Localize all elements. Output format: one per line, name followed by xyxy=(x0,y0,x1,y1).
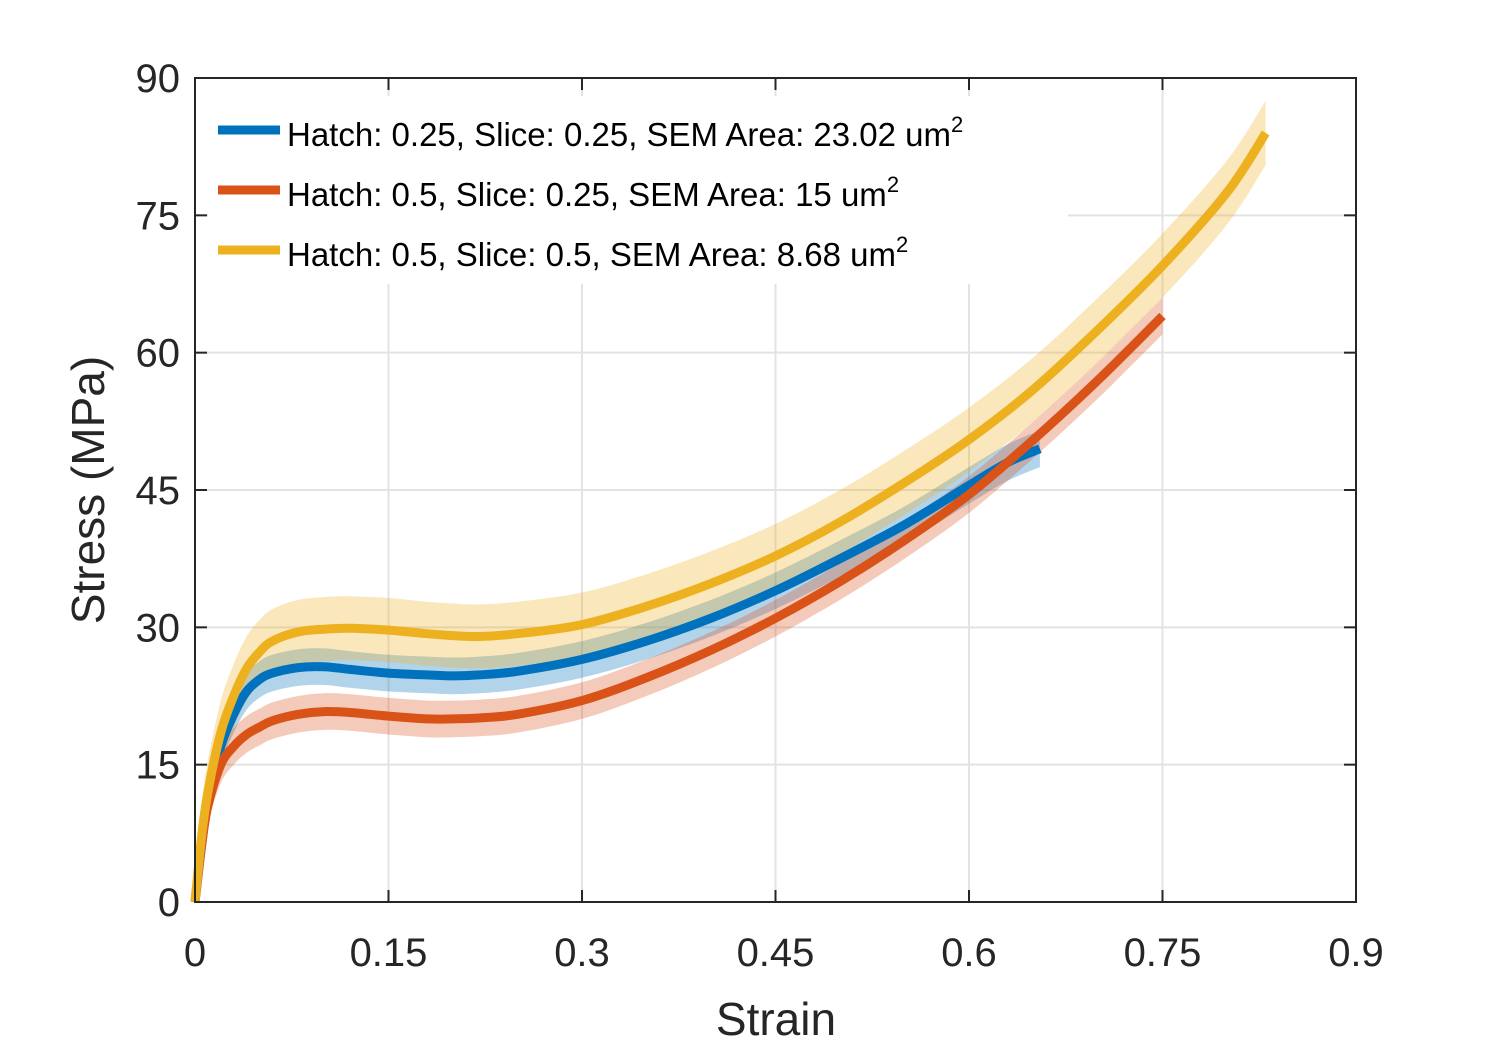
series-line-3 xyxy=(190,130,1270,903)
x-axis-label: Strain xyxy=(716,993,836,1045)
y-tick-label: 60 xyxy=(136,332,181,376)
y-tick-label: 15 xyxy=(136,744,181,788)
y-tick-label: 30 xyxy=(136,606,181,650)
series-lines xyxy=(190,130,1270,903)
x-tick-labels: 0 0.15 0.3 0.45 0.6 0.75 0.9 xyxy=(184,931,1384,975)
axis-ticks xyxy=(194,77,1357,903)
x-tick-label: 0.9 xyxy=(1328,931,1384,975)
y-tick-label: 90 xyxy=(136,57,181,101)
x-tick-label: 0.75 xyxy=(1124,931,1202,975)
error-bands xyxy=(195,100,1266,902)
series-line-1 xyxy=(190,444,1042,903)
legend-entry-2: Hatch: 0.5, Slice: 0.25, SEM Area: 15 um… xyxy=(287,172,899,213)
error-band-1 xyxy=(195,430,1040,902)
x-tick-label: 0.6 xyxy=(941,931,997,975)
series-line-2 xyxy=(190,312,1166,903)
legend-box xyxy=(208,96,1068,284)
y-tick-label: 75 xyxy=(136,194,181,238)
y-tick-label: 0 xyxy=(158,881,180,925)
y-axis-label: Stress (MPa) xyxy=(62,356,114,624)
x-tick-label: 0.15 xyxy=(350,931,428,975)
y-tick-labels: 0 15 30 45 60 75 90 xyxy=(136,57,181,925)
legend-entry-3: Hatch: 0.5, Slice: 0.5, SEM Area: 8.68 u… xyxy=(287,232,908,273)
y-tick-label: 45 xyxy=(136,469,181,513)
x-tick-label: 0.45 xyxy=(737,931,815,975)
x-tick-label: 0.3 xyxy=(554,931,610,975)
x-tick-label: 0 xyxy=(184,931,206,975)
legend-entry-1: Hatch: 0.25, Slice: 0.25, SEM Area: 23.0… xyxy=(287,112,963,153)
legend: Hatch: 0.25, Slice: 0.25, SEM Area: 23.0… xyxy=(208,96,1068,284)
